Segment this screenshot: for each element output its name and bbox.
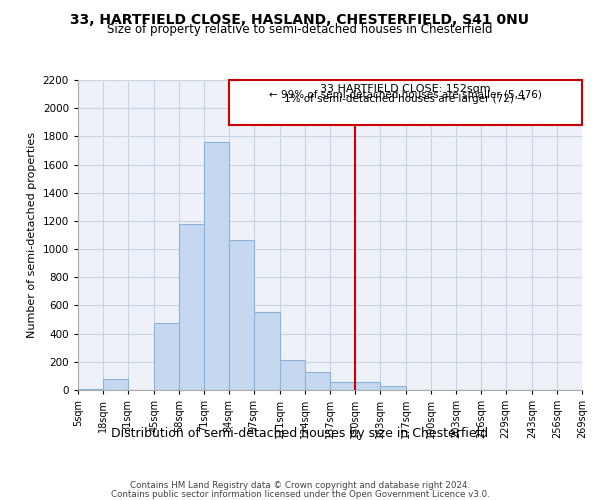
Text: Size of property relative to semi-detached houses in Chesterfield: Size of property relative to semi-detach… <box>107 22 493 36</box>
FancyBboxPatch shape <box>229 80 582 125</box>
Bar <box>78 388 103 390</box>
Bar <box>229 240 254 390</box>
Bar <box>154 323 179 390</box>
Text: 33, HARTFIELD CLOSE, HASLAND, CHESTERFIELD, S41 0NU: 33, HARTFIELD CLOSE, HASLAND, CHESTERFIE… <box>71 12 530 26</box>
Text: ← 99% of semi-detached houses are smaller (5,476): ← 99% of semi-detached houses are smalle… <box>269 89 542 99</box>
Bar <box>254 312 280 390</box>
Text: 1% of semi-detached houses are larger (72) →: 1% of semi-detached houses are larger (7… <box>284 94 526 104</box>
Bar <box>179 224 204 390</box>
Text: Contains public sector information licensed under the Open Government Licence v3: Contains public sector information licen… <box>110 490 490 499</box>
Bar <box>204 142 229 390</box>
Text: Distribution of semi-detached houses by size in Chesterfield: Distribution of semi-detached houses by … <box>112 428 488 440</box>
Text: 33 HARTFIELD CLOSE: 152sqm: 33 HARTFIELD CLOSE: 152sqm <box>320 84 491 94</box>
Y-axis label: Number of semi-detached properties: Number of semi-detached properties <box>27 132 37 338</box>
Bar <box>355 382 380 390</box>
Bar <box>330 382 355 390</box>
Bar <box>305 372 330 390</box>
Bar <box>103 378 128 390</box>
Text: Contains HM Land Registry data © Crown copyright and database right 2024.: Contains HM Land Registry data © Crown c… <box>130 481 470 490</box>
Bar <box>280 360 305 390</box>
Bar <box>380 386 406 390</box>
